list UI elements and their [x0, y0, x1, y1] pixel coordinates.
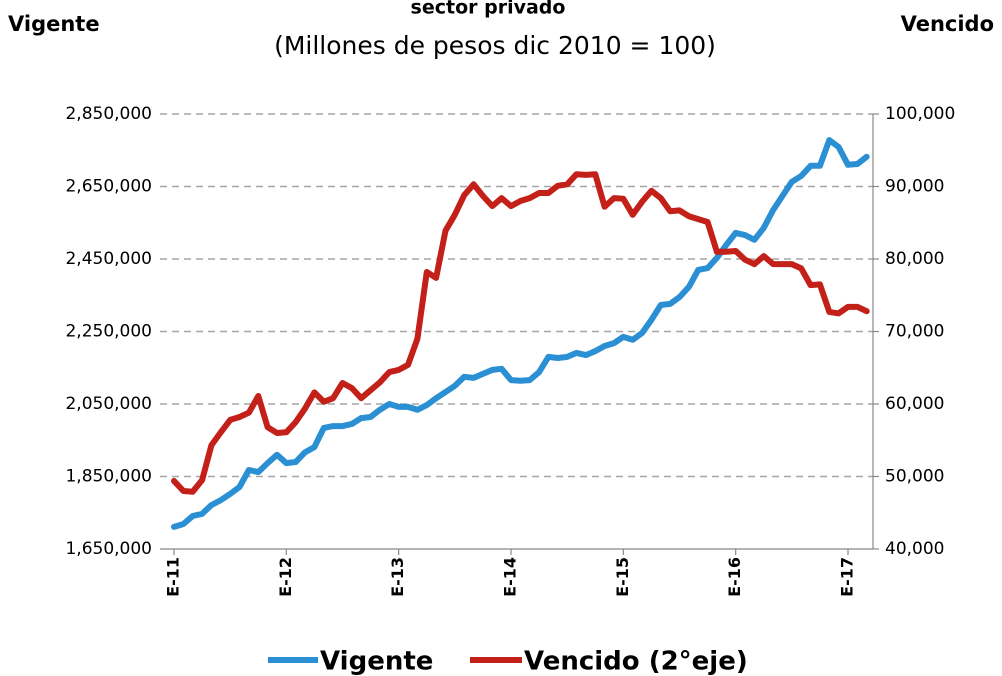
x-tick-label: E-12: [276, 557, 295, 597]
x-tick-label: E-11: [164, 557, 183, 597]
y2-tick-label: 40,000: [885, 539, 944, 559]
x-tick-label: E-13: [388, 557, 407, 597]
y2-tick-label: 70,000: [885, 322, 944, 342]
x-tick-label: E-14: [501, 557, 520, 597]
x-tick-label: E-17: [838, 557, 857, 597]
y-tick-label: 1,850,000: [65, 467, 152, 487]
series-line: [171, 171, 870, 495]
y2-tick-label: 50,000: [885, 467, 944, 487]
legend-label: Vencido (2°eje): [524, 647, 748, 676]
y-tick-label: 2,050,000: [65, 394, 152, 414]
y2-tick-label: 90,000: [885, 177, 944, 197]
y-tick-label: 2,650,000: [65, 177, 152, 197]
y-axis-label: Vigente: [8, 12, 100, 36]
chart-subtitle: (Millones de pesos dic 2010 = 100): [274, 31, 716, 60]
y2-tick-label: 80,000: [885, 249, 944, 269]
y2-axis-label: Vencido: [901, 12, 994, 36]
x-tick-label: E-15: [613, 557, 632, 597]
y2-tick-label: 60,000: [885, 394, 944, 414]
y-tick-label: 2,850,000: [65, 104, 152, 124]
y-tick-label: 2,450,000: [65, 249, 152, 269]
x-tick-label: E-16: [725, 557, 744, 597]
chart-title: sector privado: [411, 0, 566, 19]
y-tick-label: 2,250,000: [65, 322, 152, 342]
y-tick-label: 1,650,000: [65, 539, 152, 559]
legend-label: Vigente: [320, 647, 433, 676]
series-line: [171, 137, 870, 530]
y2-tick-label: 100,000: [885, 104, 955, 124]
